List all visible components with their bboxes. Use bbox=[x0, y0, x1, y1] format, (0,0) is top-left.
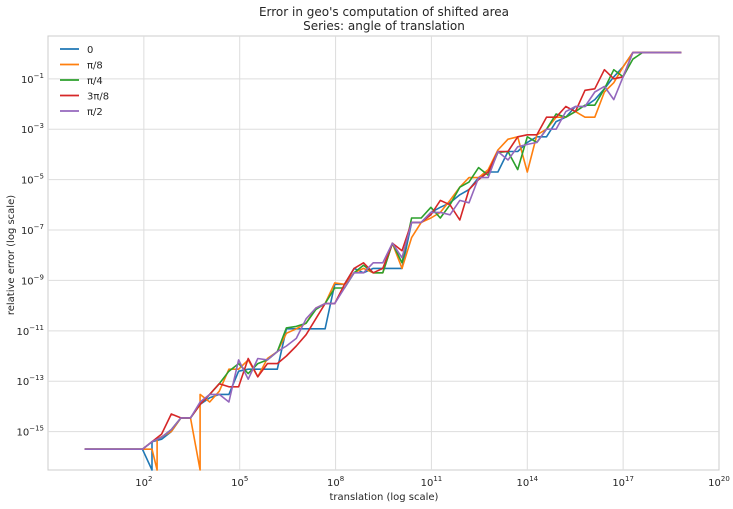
y-tick-label: 10−5 bbox=[21, 173, 44, 187]
plot-frame bbox=[47, 35, 720, 471]
legend: 0 π/8 π/4 3π/8 π/2 bbox=[60, 45, 109, 118]
series-line bbox=[84, 51, 682, 450]
y-tick-label: 10−1 bbox=[21, 72, 44, 86]
x-tick-label: 1014 bbox=[516, 475, 538, 489]
legend-entry: π/4 bbox=[87, 76, 103, 87]
tick-labels: 102 105 108 1011 1014 1017 102010−1510−1310−11… bbox=[16, 72, 729, 489]
legend-entry: 0 bbox=[87, 45, 93, 56]
legend-entry: π/2 bbox=[87, 107, 103, 118]
x-tick-label: 108 bbox=[327, 475, 344, 489]
x-tick-label: 105 bbox=[231, 475, 248, 489]
x-tick-label: 1020 bbox=[708, 475, 730, 489]
y-tick-label: 10−9 bbox=[21, 273, 44, 287]
grid bbox=[47, 35, 720, 471]
x-tick-label: 102 bbox=[135, 475, 152, 489]
x-tick-label: 1011 bbox=[421, 475, 443, 489]
x-tick-label: 1017 bbox=[612, 475, 634, 489]
y-axis-label: relative error (log scale) bbox=[6, 195, 17, 315]
legend-entry: 3π/8 bbox=[87, 92, 109, 103]
chart-title: Error in geo's computation of shifted ar… bbox=[259, 5, 509, 19]
y-tick-label: 10−3 bbox=[21, 122, 44, 136]
y-tick-label: 10−13 bbox=[16, 374, 44, 388]
y-tick-label: 10−15 bbox=[16, 425, 44, 439]
series-lines bbox=[84, 51, 682, 471]
x-axis-label: translation (log scale) bbox=[330, 492, 439, 503]
chart-subtitle: Series: angle of translation bbox=[303, 19, 465, 33]
y-tick-label: 10−7 bbox=[21, 223, 44, 237]
legend-entry: π/8 bbox=[87, 61, 103, 72]
y-tick-label: 10−11 bbox=[16, 324, 44, 338]
